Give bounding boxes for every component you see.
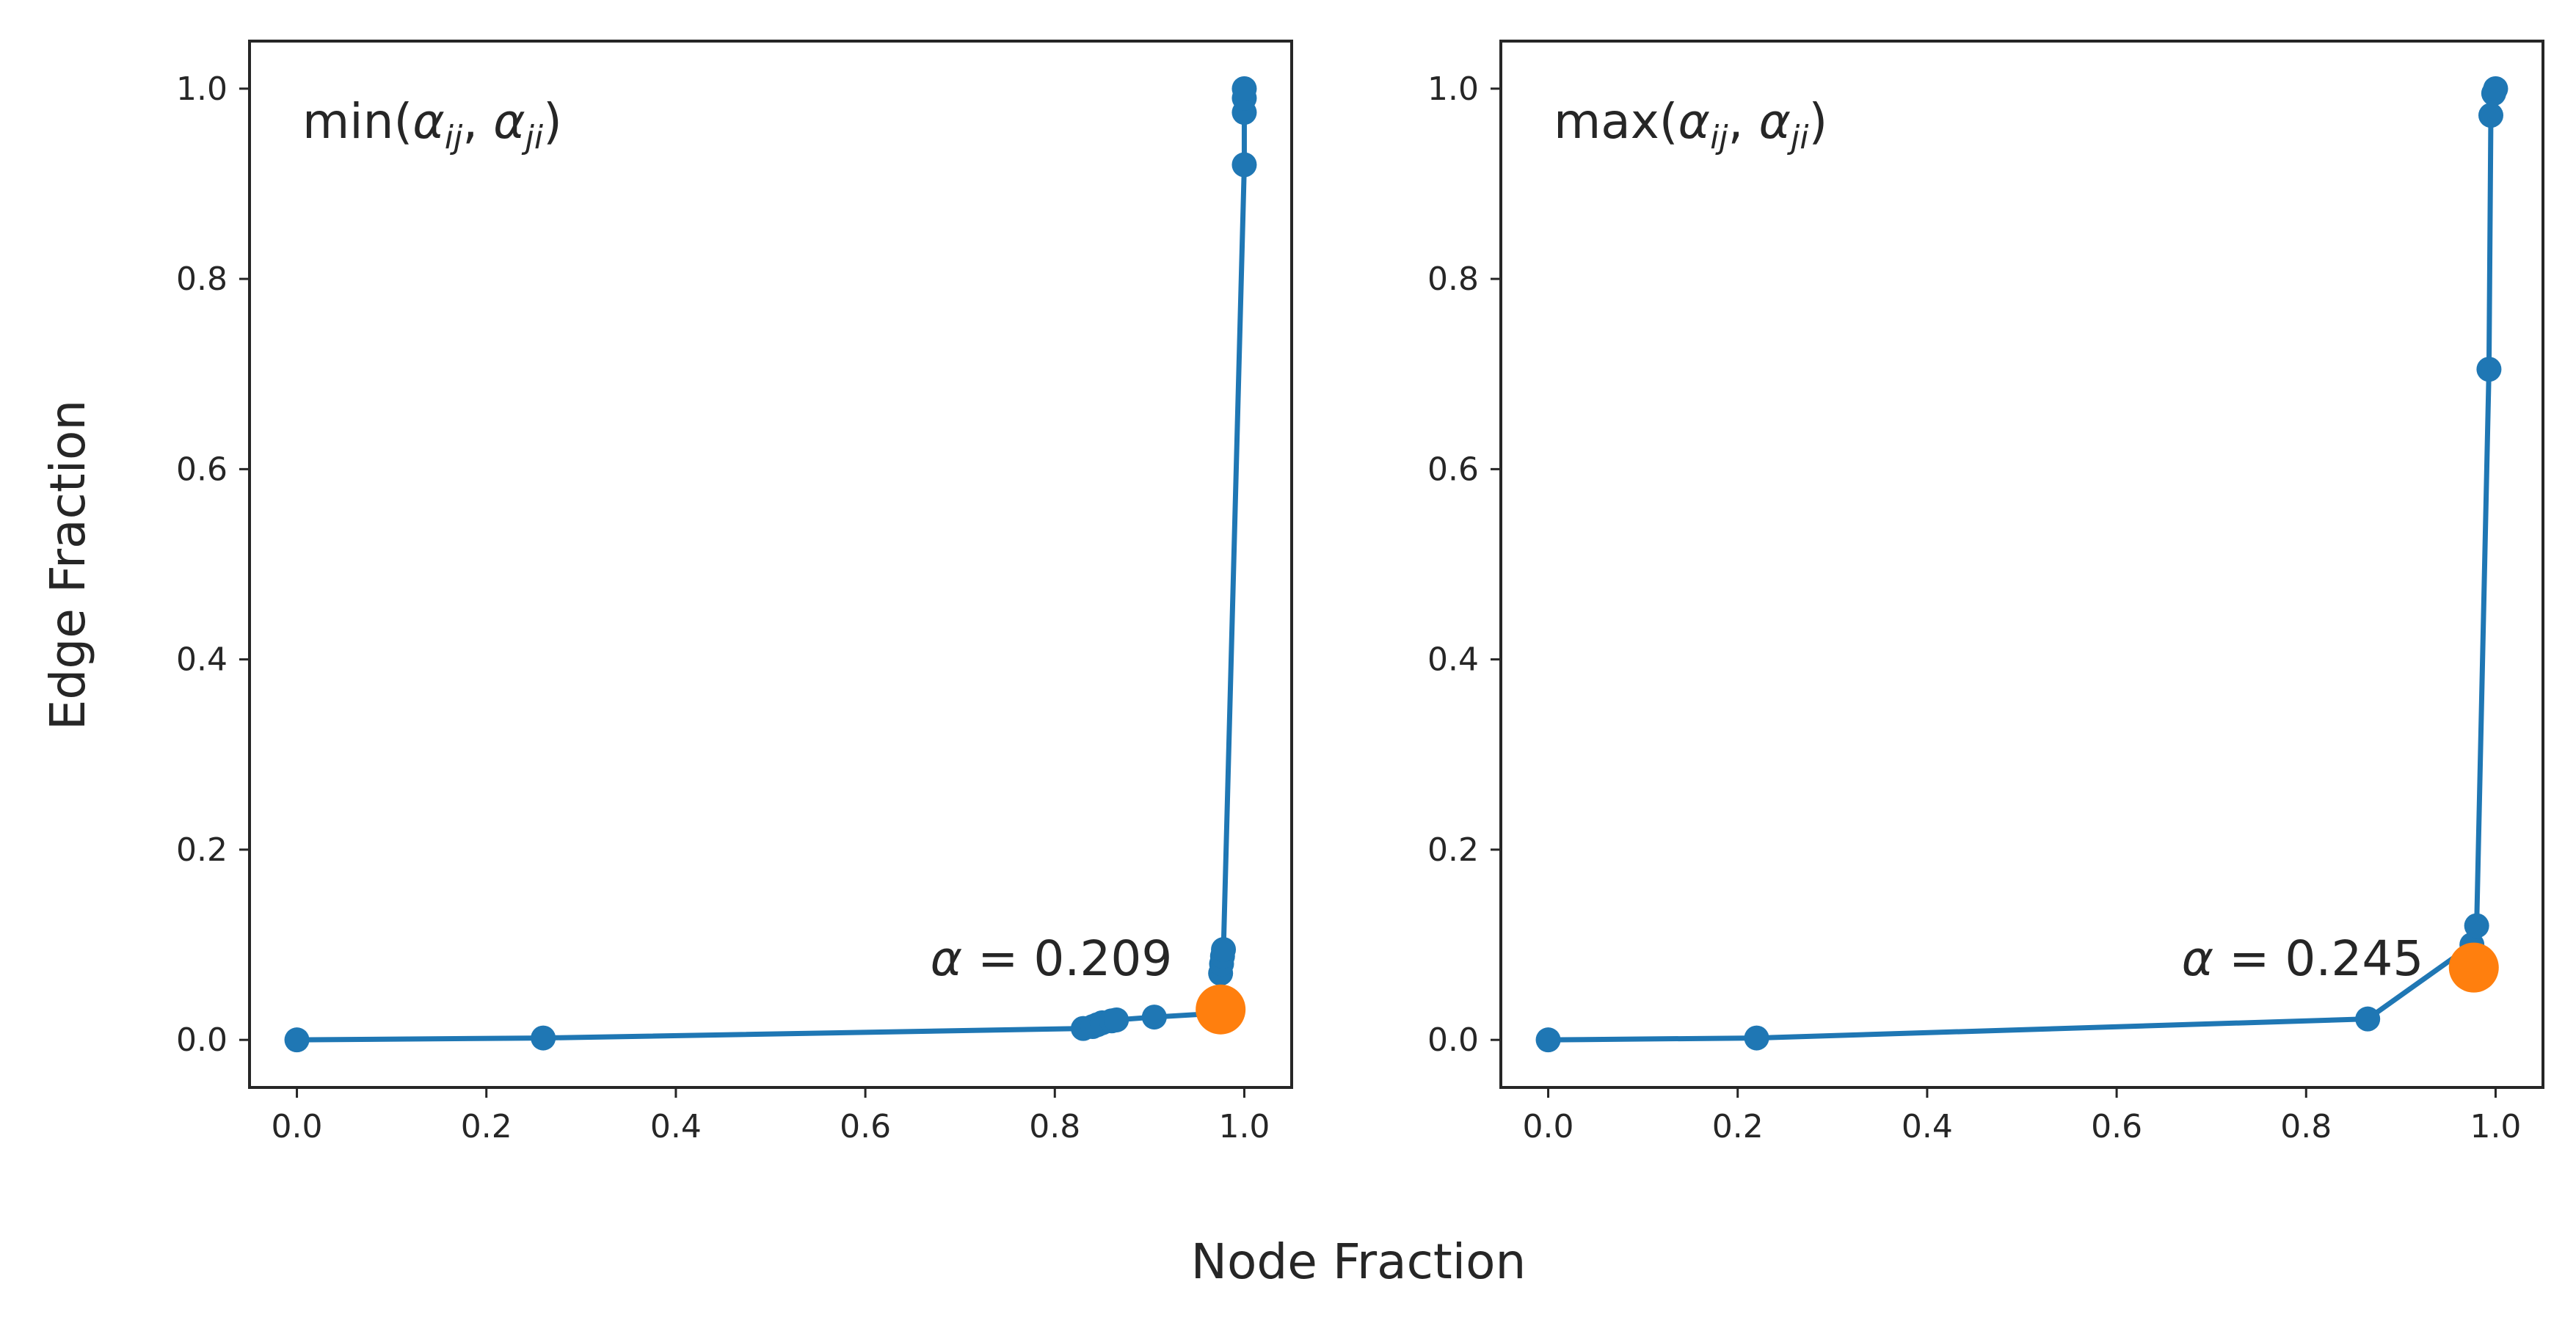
x-tick-label: 1.0 — [2470, 1108, 2521, 1145]
plot-frame — [1499, 40, 2544, 1089]
data-point — [1535, 1027, 1561, 1053]
highlight-point — [2448, 942, 2499, 993]
panel-title-max: max(αij, αji) — [1554, 93, 1827, 156]
data-point — [1744, 1025, 1769, 1051]
x-tick-label: 0.0 — [1523, 1108, 1574, 1145]
data-point — [531, 1025, 556, 1051]
x-tick-label: 0.0 — [272, 1108, 323, 1145]
series-layer — [284, 76, 1257, 1053]
y-tick-label: 0.6 — [1427, 451, 1479, 488]
x-tick-label: 0.6 — [840, 1108, 891, 1145]
y-tick-label: 0.2 — [1427, 831, 1479, 869]
x-tick-label: 0.6 — [2091, 1108, 2142, 1145]
x-tick-label: 0.8 — [1029, 1108, 1080, 1145]
data-point — [1211, 937, 1237, 963]
data-point — [1231, 152, 1257, 178]
y-tick-label: 0.8 — [176, 260, 228, 298]
y-tick-label: 0.0 — [176, 1021, 228, 1059]
y-tick-label: 1.0 — [176, 70, 228, 108]
data-point — [2464, 913, 2489, 938]
y-tick-label: 1.0 — [1427, 70, 1479, 108]
y-tick-label: 0.4 — [1427, 641, 1479, 679]
x-tick-label: 0.4 — [1902, 1108, 1953, 1145]
panel-title-min: min(αij, αji) — [302, 93, 562, 156]
data-point — [1141, 1005, 1167, 1030]
data-point — [2483, 76, 2508, 101]
x-tick-label: 1.0 — [1218, 1108, 1270, 1145]
data-point — [2478, 103, 2503, 128]
data-point — [1104, 1007, 1129, 1032]
y-tick-label: 0.8 — [1427, 260, 1479, 298]
series-layer — [1535, 76, 2508, 1053]
y-tick-label: 0.6 — [176, 451, 228, 488]
x-tick-label: 0.2 — [461, 1108, 512, 1145]
tick-marks: 0.0 0.2 0.4 0.6 0.8 1.0 0.0 0.2 0.4 0.6 0.8 1.0 — [1427, 70, 2521, 1145]
x-tick-label: 0.8 — [2280, 1108, 2332, 1145]
data-point — [1231, 76, 1257, 101]
y-tick-label: 0.2 — [176, 831, 228, 869]
x-tick-label: 0.4 — [650, 1108, 702, 1145]
tick-marks: 0.0 0.2 0.4 0.6 0.8 1.0 0.0 0.2 0.4 0.6 0.8 1.0 — [176, 70, 1270, 1145]
data-point — [284, 1027, 310, 1053]
alpha-annotation-min: α = 0.209 — [931, 930, 1173, 987]
alpha-annotation-max: α = 0.245 — [2182, 930, 2424, 987]
chart-panel-min: 0.0 0.2 0.4 0.6 0.8 1.0 0.0 0.2 0.4 0.6 0.8 1.0 min… — [176, 40, 1293, 1145]
y-tick-label: 0.0 — [1427, 1021, 1479, 1059]
data-point — [2355, 1006, 2381, 1032]
highlight-point — [1196, 984, 1246, 1035]
y-tick-label: 0.4 — [176, 641, 228, 679]
x-tick-label: 0.2 — [1712, 1108, 1764, 1145]
data-point — [2476, 357, 2502, 382]
x-axis-label: Node Fraction — [1191, 1233, 1527, 1290]
chart-panel-max: 0.0 0.2 0.4 0.6 0.8 1.0 0.0 0.2 0.4 0.6 0.8 1.0 max… — [1427, 40, 2544, 1145]
plot-frame — [248, 40, 1293, 1089]
y-axis-label: Edge Fraction — [40, 400, 96, 731]
